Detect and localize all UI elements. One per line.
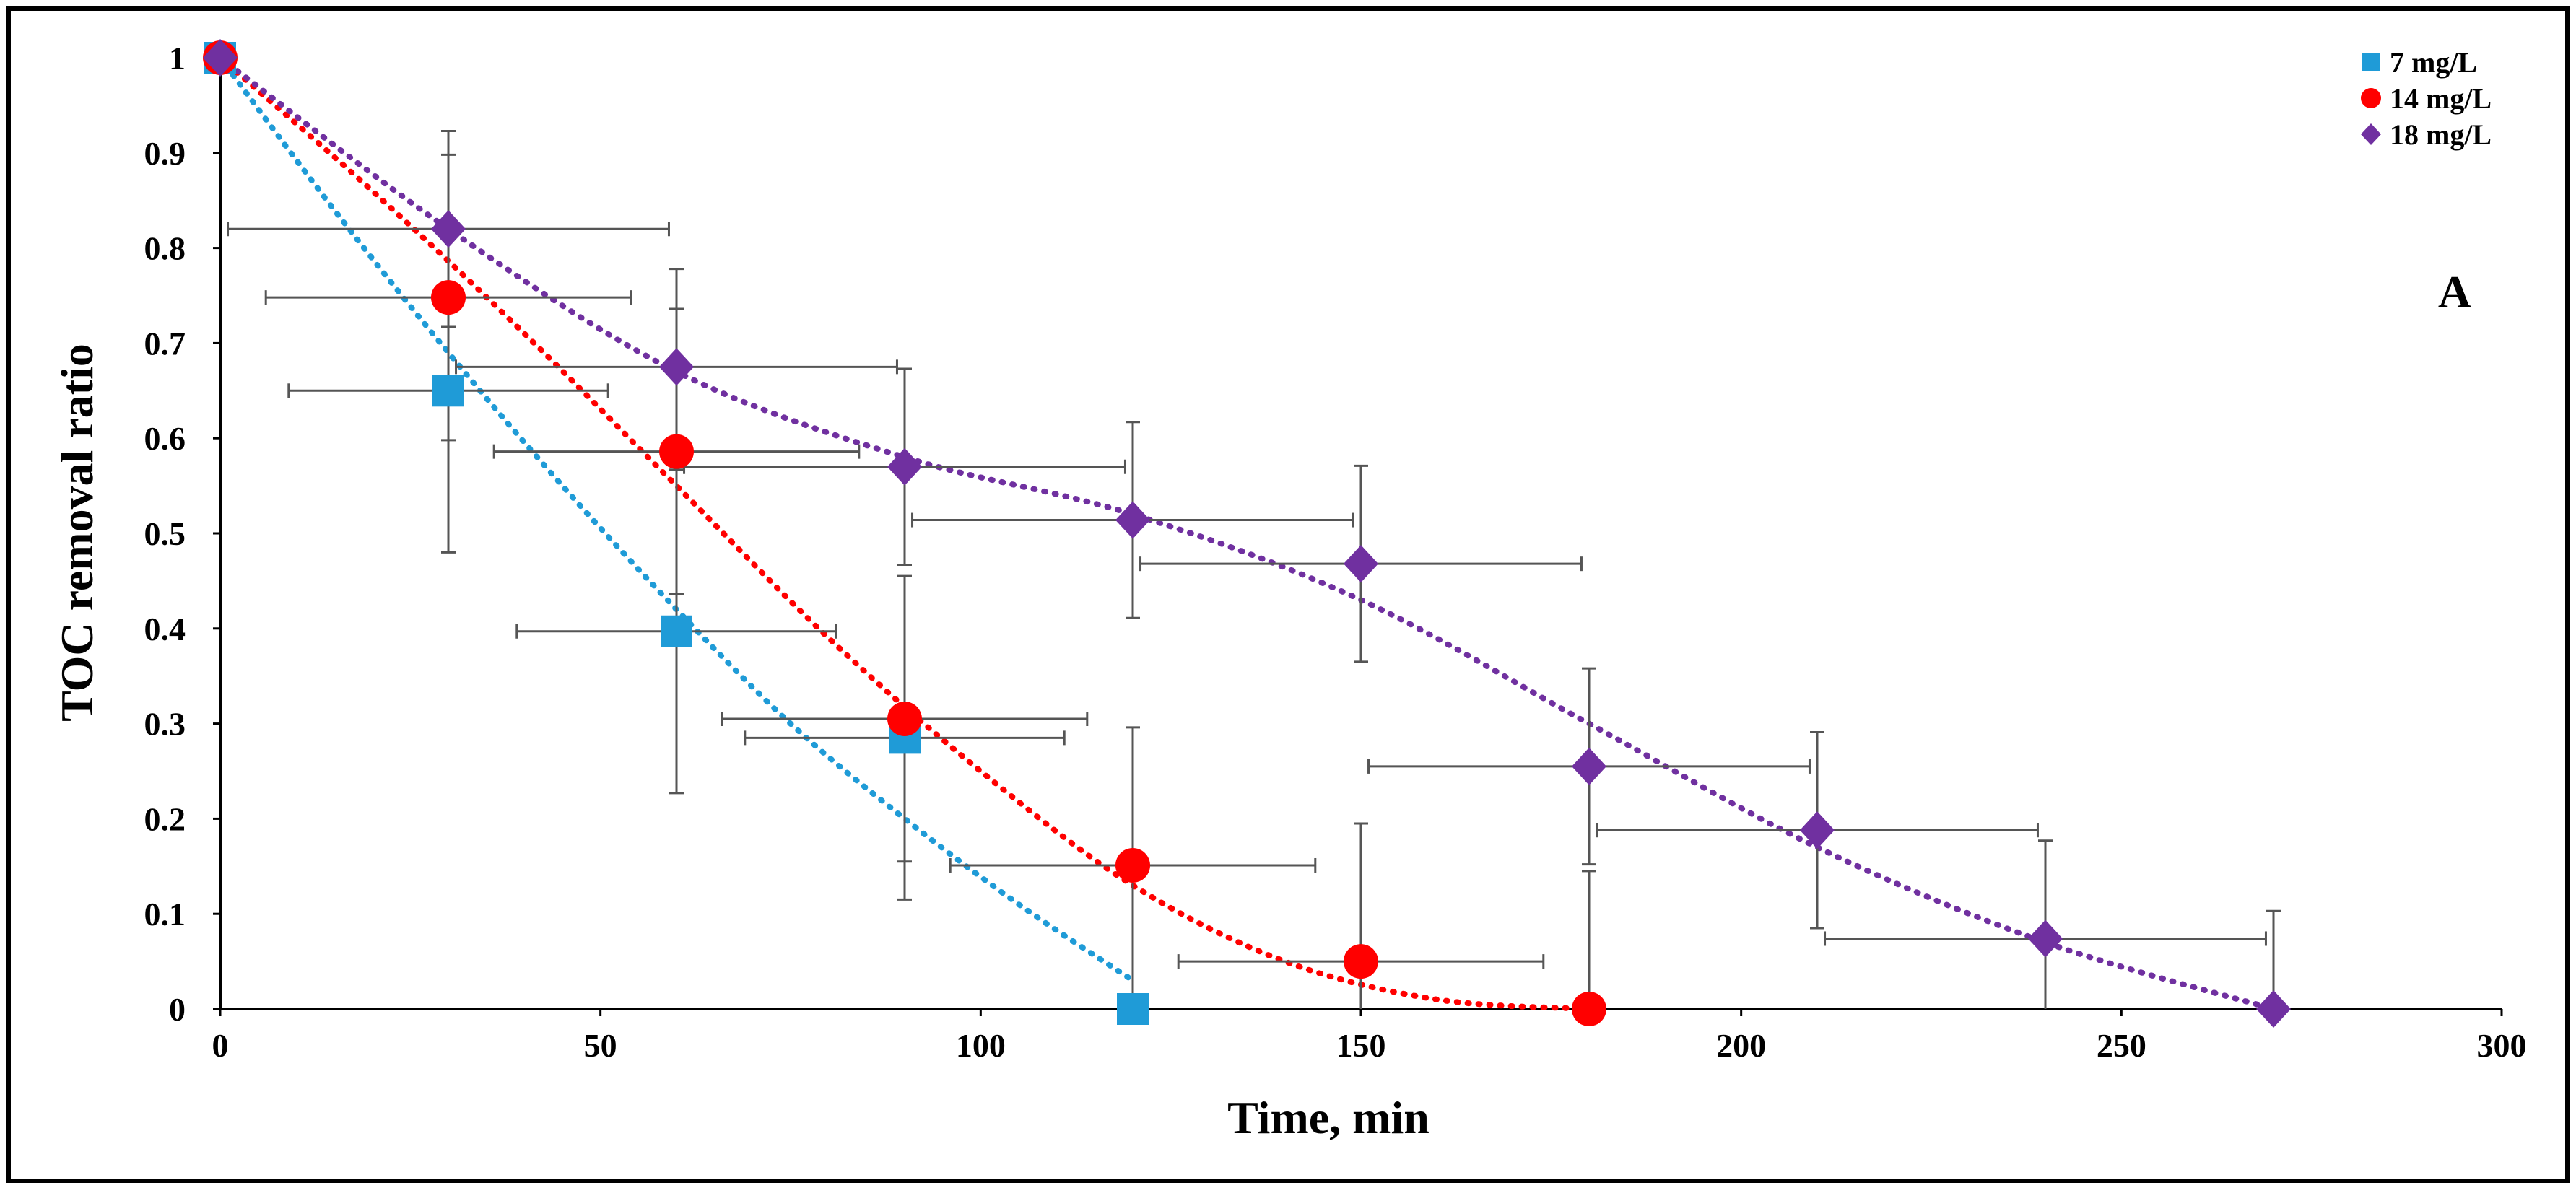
figure-border: [6, 6, 2570, 1183]
y-tick-label: 0.3: [144, 706, 186, 743]
x-tick-label: 0: [212, 1027, 229, 1064]
legend-marker-7-mgl: [2362, 53, 2380, 71]
data-point-18-mgl: [659, 348, 694, 386]
data-point-18-mgl: [1800, 811, 1835, 849]
x-tick-label: 150: [1336, 1027, 1386, 1064]
legend-label-18-mgl: 18 mg/L: [2390, 118, 2492, 151]
trendline-18-mgl: [217, 55, 2276, 1012]
y-tick-label: 0.5: [144, 515, 186, 552]
x-tick-label: 200: [1716, 1027, 1766, 1064]
x-tick-label: 50: [584, 1027, 617, 1064]
data-point-14-mgl: [1344, 944, 1378, 979]
y-tick-label: 0.9: [144, 135, 186, 172]
x-axis-title: Time, min: [1227, 1092, 1430, 1143]
x-tick-label: 100: [956, 1027, 1006, 1064]
x-tick-label: 250: [2097, 1027, 2146, 1064]
y-tick-label: 0.8: [144, 230, 186, 267]
data-point-14-mgl: [1572, 992, 1606, 1026]
data-point-18-mgl: [2256, 990, 2291, 1028]
x-tick-label: 300: [2477, 1027, 2527, 1064]
data-point-14-mgl: [659, 434, 694, 469]
data-point-18-mgl: [1572, 747, 1606, 785]
data-point-18-mgl: [203, 39, 238, 77]
y-tick-label: 1: [169, 40, 186, 77]
data-point-7-mgl: [661, 615, 692, 647]
y-tick-label: 0.1: [144, 896, 186, 932]
y-tick-label: 0.4: [144, 611, 186, 647]
y-tick-label: 0.7: [144, 325, 186, 362]
data-point-14-mgl: [1115, 847, 1150, 883]
data-point-18-mgl: [431, 210, 466, 248]
data-point-14-mgl: [431, 280, 466, 315]
x-ticks: 0 50 100 150 200 250 300: [212, 1009, 2527, 1064]
legend: 7 mg/L14 mg/L18 mg/L: [2361, 46, 2492, 151]
data-point-18-mgl: [887, 447, 922, 486]
legend-marker-14-mgl: [2361, 88, 2381, 108]
legend-label-14-mgl: 14 mg/L: [2390, 82, 2492, 115]
markers: [203, 39, 2291, 1028]
data-point-14-mgl: [887, 702, 922, 737]
trendline-14-mgl: [217, 55, 1592, 1012]
data-point-18-mgl: [2028, 919, 2063, 958]
legend-marker-18-mgl: [2361, 123, 2381, 145]
y-tick-label: 0: [169, 991, 186, 1028]
panel-label: A: [2438, 266, 2471, 318]
data-point-18-mgl: [1115, 501, 1150, 539]
y-axis-title: TOC removal ratio: [51, 344, 103, 722]
trendlines: [217, 55, 2276, 1012]
trendline-7-mgl: [217, 55, 1136, 984]
y-tick-label: 0.2: [144, 800, 186, 837]
legend-label-7-mgl: 7 mg/L: [2390, 46, 2477, 79]
plot-area: 0 50 100 150 200 250 300 0 0.1 0.2 0.3 0.4 0.5 0.6 0.…: [144, 39, 2527, 1064]
data-point-7-mgl: [1117, 993, 1149, 1025]
data-point-7-mgl: [432, 375, 464, 407]
data-point-18-mgl: [1344, 545, 1378, 583]
y-tick-label: 0.6: [144, 420, 186, 457]
y-ticks: 0 0.1 0.2 0.3 0.4 0.5 0.6 0.7 0.8 0.9 1: [144, 40, 220, 1028]
